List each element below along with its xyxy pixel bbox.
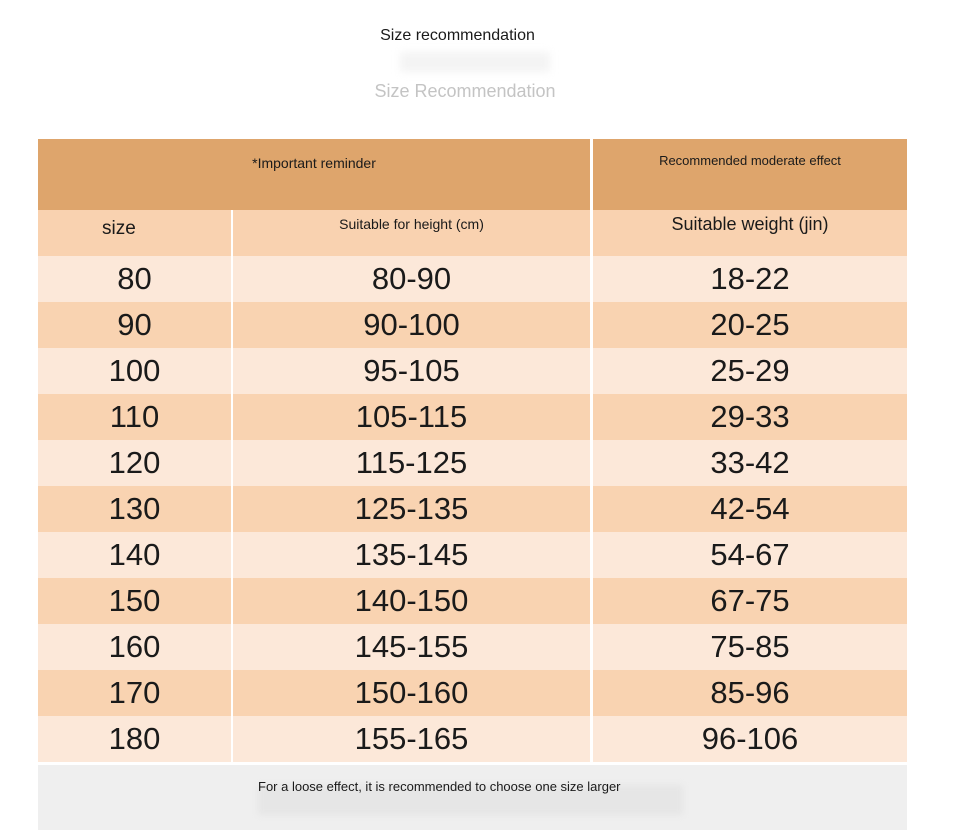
- weight-cell: 54-67: [593, 532, 907, 578]
- important-reminder: *Important reminder: [252, 155, 376, 171]
- weight-cell: 25-29: [593, 348, 907, 394]
- weight-cell: 33-42: [593, 440, 907, 486]
- height-cell: 80-90: [233, 256, 590, 302]
- table-row: 150 140-150 67-75: [38, 578, 907, 624]
- height-cell: 115-125: [233, 440, 590, 486]
- height-cell: 95-105: [233, 348, 590, 394]
- size-table: *Important reminder Recommended moderate…: [38, 139, 907, 762]
- size-cell: 170: [38, 670, 231, 716]
- table-row: 80 80-90 18-22: [38, 256, 907, 302]
- page-subtitle: Size Recommendation: [374, 81, 556, 101]
- size-cell: 180: [38, 716, 231, 762]
- size-cell: 80: [38, 256, 231, 302]
- column-header-weight: Suitable weight (jin): [593, 210, 907, 256]
- height-cell: 90-100: [233, 302, 590, 348]
- size-cell: 110: [38, 394, 231, 440]
- height-cell: 135-145: [233, 532, 590, 578]
- page-title: Size recommendation: [380, 27, 535, 44]
- weight-cell: 42-54: [593, 486, 907, 532]
- blurred-text: [400, 52, 550, 72]
- height-cell: 155-165: [233, 716, 590, 762]
- weight-cell: 29-33: [593, 394, 907, 440]
- size-cell: 150: [38, 578, 231, 624]
- table-row: 180 155-165 96-106: [38, 716, 907, 762]
- weight-cell: 85-96: [593, 670, 907, 716]
- table-row: 140 135-145 54-67: [38, 532, 907, 578]
- weight-cell: 18-22: [593, 256, 907, 302]
- table-row: 120 115-125 33-42: [38, 440, 907, 486]
- table-row: 90 90-100 20-25: [38, 302, 907, 348]
- height-cell: 150-160: [233, 670, 590, 716]
- weight-cell: 67-75: [593, 578, 907, 624]
- blurred-text: [258, 785, 683, 815]
- table-row: 110 105-115 29-33: [38, 394, 907, 440]
- height-cell: 105-115: [233, 394, 590, 440]
- column-header-height: Suitable for height (cm): [233, 210, 590, 256]
- column-headers: size Suitable for height (cm) Suitable w…: [38, 210, 907, 256]
- table-row: 100 95-105 25-29: [38, 348, 907, 394]
- footer-note: For a loose effect, it is recommended to…: [38, 765, 907, 830]
- size-cell: 100: [38, 348, 231, 394]
- table-row: 170 150-160 85-96: [38, 670, 907, 716]
- height-cell: 125-135: [233, 486, 590, 532]
- weight-cell: 96-106: [593, 716, 907, 762]
- size-cell: 160: [38, 624, 231, 670]
- size-cell: 130: [38, 486, 231, 532]
- footer-text: For a loose effect, it is recommended to…: [258, 779, 621, 794]
- weight-cell: 75-85: [593, 624, 907, 670]
- table-row: 130 125-135 42-54: [38, 486, 907, 532]
- recommended-effect: Recommended moderate effect: [593, 139, 907, 210]
- weight-cell: 20-25: [593, 302, 907, 348]
- table-header: *Important reminder Recommended moderate…: [38, 139, 907, 210]
- table-row: 160 145-155 75-85: [38, 624, 907, 670]
- height-cell: 145-155: [233, 624, 590, 670]
- column-header-size: size: [38, 210, 231, 256]
- size-cell: 120: [38, 440, 231, 486]
- size-cell: 90: [38, 302, 231, 348]
- size-cell: 140: [38, 532, 231, 578]
- table-body: 80 80-90 18-22 90 90-100 20-25 100 95-105 25-29 1…: [38, 256, 907, 762]
- height-cell: 140-150: [233, 578, 590, 624]
